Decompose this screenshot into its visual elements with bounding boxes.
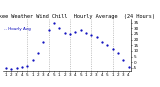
Text: -- Hourly Avg: -- Hourly Avg bbox=[4, 27, 31, 31]
Title: Milwaukee Weather Wind Chill  Hourly Average  (24 Hours): Milwaukee Weather Wind Chill Hourly Aver… bbox=[0, 14, 155, 19]
